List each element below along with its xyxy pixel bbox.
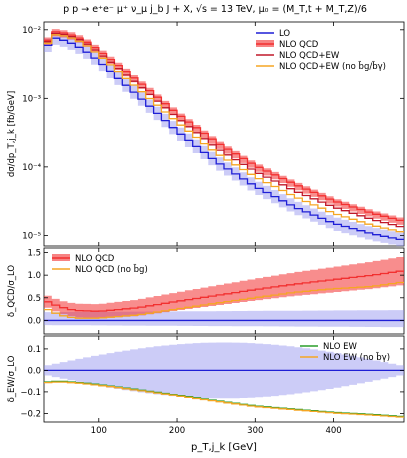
ew-ytick-label-0: −0.2 xyxy=(20,409,41,419)
main-ytick-label-1: 10⁻⁴ xyxy=(22,163,41,173)
ew-ytick-label-3: 0.1 xyxy=(27,345,41,355)
main-series-2 xyxy=(44,32,404,228)
ew-ylabel: δ_EW/σ_LO xyxy=(7,355,17,402)
xtick-label-0: 100 xyxy=(91,426,107,436)
ew-legend-label-1: NLO EW (no b̄γ) xyxy=(323,351,390,363)
main-ylabel: dσ/dp_T,j_k [fb/GeV] xyxy=(7,91,17,177)
panel-ew-frame xyxy=(43,335,405,423)
ew-ytick-label-2: 0.0 xyxy=(27,366,41,376)
qcd-ytick-label-3: 1.5 xyxy=(27,249,41,259)
x-axis-ticks: 100 200 300 400 xyxy=(91,22,342,436)
main-band-lo xyxy=(44,31,404,247)
main-legend-label-1: NLO QCD xyxy=(279,40,319,50)
qcd-ytick-label-0: 0.0 xyxy=(27,316,41,326)
panel-main: 10⁻⁵ 10⁻⁴ 10⁻³ 10⁻² dσ/dp_T,j_k [fb/GeV] LO… xyxy=(7,21,405,247)
ew-ytick-label-1: −0.1 xyxy=(20,388,41,398)
qcd-band-0 xyxy=(44,257,404,319)
main-series-0 xyxy=(44,37,404,241)
main-series-1 xyxy=(44,31,404,222)
main-series-3 xyxy=(44,34,404,233)
xtick-label-2: 300 xyxy=(247,426,263,436)
qcd-ytick-label-2: 1.0 xyxy=(27,271,41,281)
main-legend-label-3: NLO QCD+EW (no b̄g/b̄γ) xyxy=(279,60,386,72)
qcd-series-1 xyxy=(44,281,404,319)
qcd-ylabel: δ_QCD/σ_LO xyxy=(7,265,17,318)
xtick-label-1: 200 xyxy=(169,426,185,436)
main-ytick-label-0: 10⁻⁵ xyxy=(22,231,41,241)
chart-title: p p → e⁺e⁻ μ⁺ ν_μ j_b J + X, √s = 13 TeV… xyxy=(63,4,367,15)
main-ytick-label-3: 10⁻² xyxy=(22,26,41,36)
main-plot-area: 10⁻⁵ 10⁻⁴ 10⁻³ 10⁻² xyxy=(22,26,404,247)
main-legend-label-0: LO xyxy=(279,29,290,39)
qcd-legend-label-1: NLO QCD (no b̄g) xyxy=(75,263,148,275)
qcd-ytick-label-1: 0.5 xyxy=(27,294,41,304)
xtick-label-3: 400 xyxy=(325,426,341,436)
ew-legend-label-0: NLO EW xyxy=(323,342,358,352)
main-ytick-label-2: 10⁻³ xyxy=(22,94,41,104)
qcd-plot-area: 0.0 0.5 1.0 1.5 xyxy=(27,249,404,328)
main-legend-label-2: NLO QCD+EW xyxy=(279,51,340,61)
x-axis-label: p_T,j_k [GeV] xyxy=(191,442,257,453)
ew-series-1 xyxy=(44,381,404,418)
qcd-series-0 xyxy=(44,270,404,312)
qcd-legend-label-0: NLO QCD xyxy=(75,254,115,264)
